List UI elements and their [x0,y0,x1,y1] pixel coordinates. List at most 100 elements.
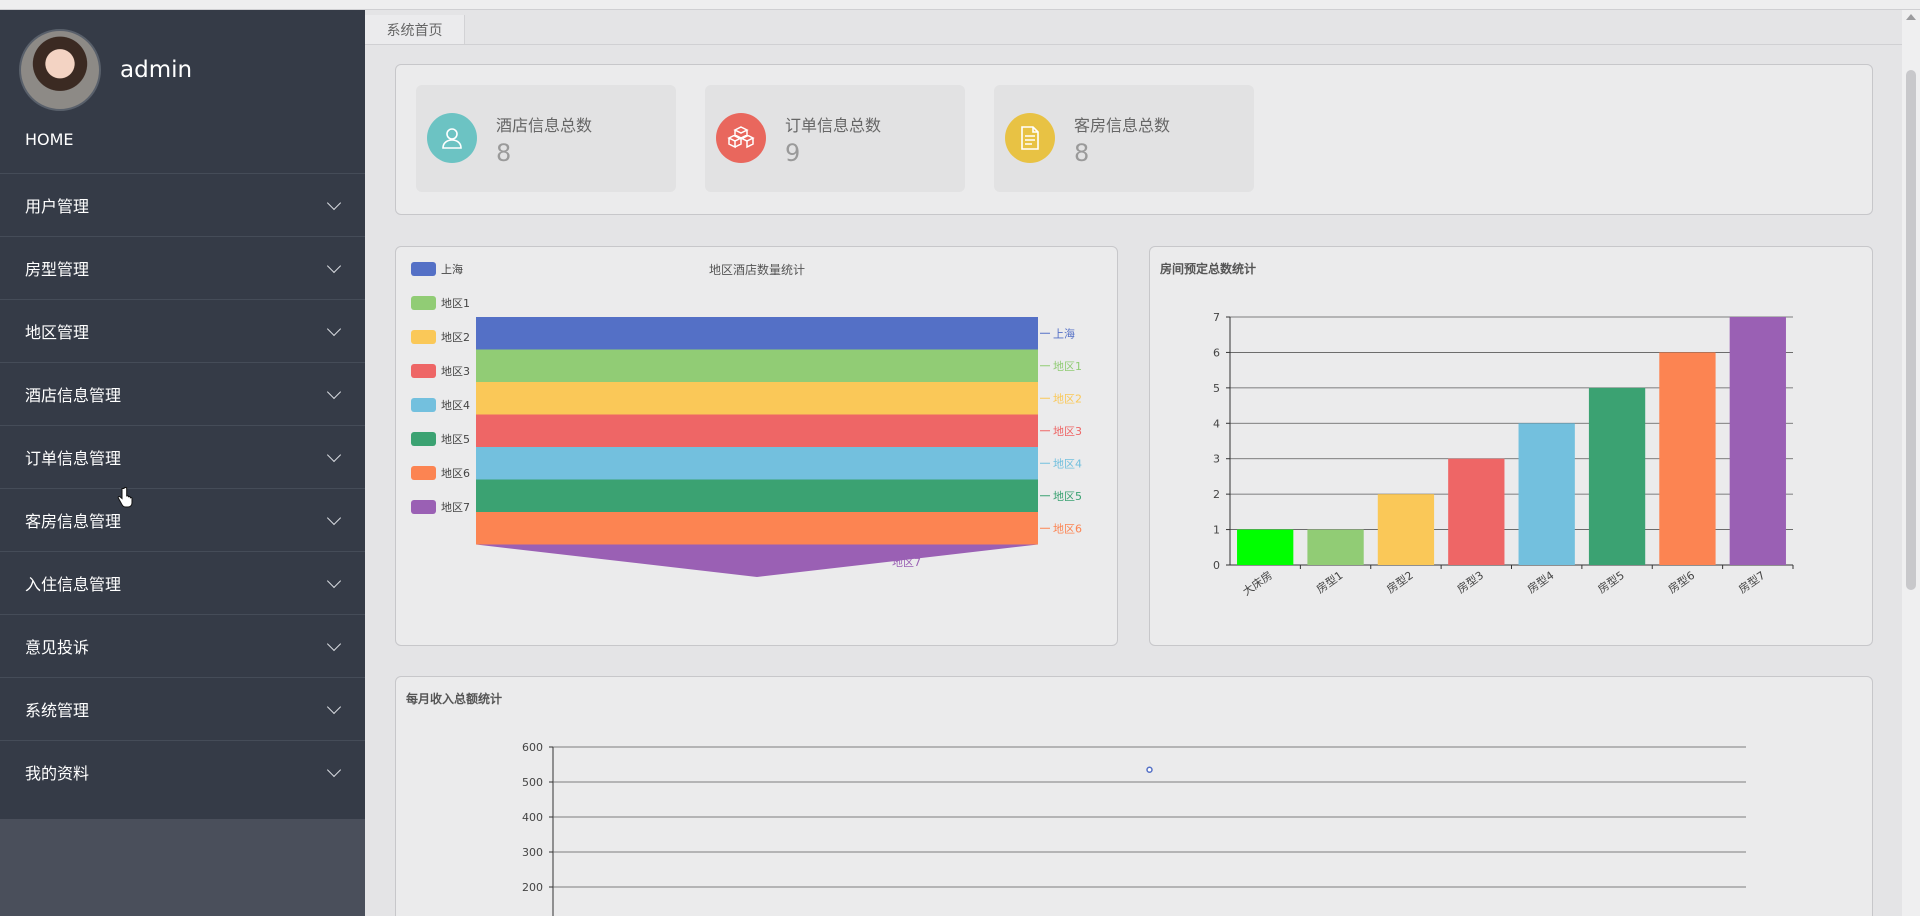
bar [1659,352,1716,565]
x-tick-label: 房型6 [1665,568,1697,596]
stat-tile: 酒店信息总数 8 [416,85,676,192]
bar [1588,387,1646,565]
funnel-segment [476,512,1038,545]
sidebar-item-label: 入住信息管理 [25,575,122,594]
chevron-down-icon [326,762,342,777]
tab-home[interactable]: 系统首页 [365,15,465,45]
sidebar-item-1[interactable]: 用户管理 [0,173,365,236]
legend-label: 地区3 [441,365,470,378]
region-hotel-funnel-chart: 地区酒店数量统计上海地区1地区2地区3地区4地区5地区6地区7上海地区1地区2地… [411,262,1082,577]
funnel-segment-label: 地区2 [1053,392,1082,405]
sidebar-item-label: 用户管理 [25,197,90,216]
x-tick-label: 房型1 [1313,568,1345,596]
sidebar-item-4[interactable]: 酒店信息管理 [0,362,365,425]
cubes-icon [716,113,766,163]
chevron-down-icon [326,699,342,714]
sidebar-item-label: 房型管理 [25,260,90,279]
stat-value: 8 [496,139,512,167]
scroll-up-arrow-icon[interactable] [1906,14,1916,20]
sidebar-item-6[interactable]: 客房信息管理 [0,488,365,551]
room-booking-chart-title: 房间预定总数统计 [1160,262,1257,276]
window-top-bar [0,0,1920,10]
chevron-down-icon [326,447,342,462]
sidebar: admin HOME 用户管理房型管理地区管理酒店信息管理订单信息管理 客房信息管理… [0,10,365,916]
stats-panel: 酒店信息总数 8 订单信息总数 9 客房信息总数 8 [395,64,1873,215]
y-tick-label: 5 [1213,382,1220,395]
user-icon [427,113,477,163]
sidebar-menu: admin HOME 用户管理房型管理地区管理酒店信息管理订单信息管理 客房信息管理… [0,10,365,819]
sidebar-item-label: 我的资料 [25,764,90,783]
sidebar-item-label: 客房信息管理 [25,512,122,531]
avatar[interactable] [19,29,101,111]
y-tick-label: 200 [522,881,543,894]
x-tick-label: 房型3 [1454,568,1486,596]
funnel-segment [476,382,1038,415]
tab-divider [365,44,1920,45]
monthly-income-chart-title: 每月收入总额统计 [406,692,503,706]
x-tick-label: 房型4 [1525,568,1557,596]
stat-tile: 订单信息总数 9 [705,85,965,192]
stat-tile: 客房信息总数 8 [994,85,1254,192]
funnel-segment-label: 上海 [1053,326,1075,340]
legend-swatch [411,364,436,378]
hand-cursor-icon [117,487,133,508]
document-icon [1005,113,1055,163]
profile: admin [0,10,365,130]
sidebar-item-label: 地区管理 [25,323,90,342]
x-tick-label: 房型2 [1384,568,1416,596]
page-scrollbar[interactable] [1902,10,1920,916]
chevron-down-icon [326,510,342,525]
sidebar-item-9[interactable]: 系统管理 [0,677,365,740]
chevron-down-icon [326,573,342,588]
y-tick-label: 500 [522,776,543,789]
funnel-segment-label: 地区5 [1053,490,1082,503]
chevron-down-icon [326,636,342,651]
y-tick-label: 4 [1213,417,1220,430]
funnel-segment [476,544,1038,577]
sidebar-item-0[interactable]: HOME [0,130,365,173]
funnel-segment-label: 地区4 [1053,457,1082,470]
legend-swatch [411,500,436,514]
sidebar-item-label: 订单信息管理 [25,449,122,468]
funnel-segment [476,479,1038,512]
chevron-down-icon [326,258,342,273]
funnel-segment [476,414,1038,447]
sidebar-item-5[interactable]: 订单信息管理 [0,425,365,488]
room-booking-bar-chart: 0 1 2 3 4 5 6 7 大床房 房型1 房型2 房型3 房型4 房型5 房型6 房型7 [1213,311,1794,598]
stat-value: 9 [785,139,801,167]
region-hotel-chart-card: 地区酒店数量统计 上海 地区1 地区2 地区3 地区4 地区5 地区6 地区7 上海 地区1 地区2 地… [395,246,1118,646]
bar [1237,529,1294,565]
chevron-down-icon [326,195,342,210]
x-tick-label: 房型7 [1736,568,1768,596]
chevron-down-icon [326,321,342,336]
profile-name: admin [120,57,193,83]
bar [1377,494,1435,565]
legend-label: 上海 [441,262,463,276]
sidebar-item-2[interactable]: 房型管理 [0,236,365,299]
legend-swatch [411,432,436,446]
funnel-segment-label: 地区1 [1053,360,1082,373]
monthly-income-line-chart: 100200300400500600 [522,741,1746,916]
chevron-down-icon [326,384,342,399]
legend-swatch [411,398,436,412]
monthly-income-chart-card: 每月收入总额统计 100200300400500600 [395,676,1873,916]
room-booking-chart-card: 房间预定总数统计 0 1 2 3 4 5 6 7 大床房 房型1 房型2 房型3 房型4 房型5 房型6 房型… [1149,246,1873,646]
stat-value: 8 [1074,139,1090,167]
bar [1307,529,1364,565]
sidebar-item-8[interactable]: 意见投诉 [0,614,365,677]
sidebar-item-7[interactable]: 入住信息管理 [0,551,365,614]
sidebar-item-label: 意见投诉 [25,638,90,657]
legend-label: 地区6 [441,467,470,480]
scroll-thumb[interactable] [1906,70,1916,590]
nav-list: HOME 用户管理房型管理地区管理酒店信息管理订单信息管理 客房信息管理 入住信息管理… [0,130,365,803]
y-tick-label: 300 [522,846,543,859]
legend-swatch [411,330,436,344]
bar [1518,423,1575,565]
y-tick-label: 0 [1213,559,1220,572]
bar [1729,317,1786,565]
sidebar-item-3[interactable]: 地区管理 [0,299,365,362]
y-tick-label: 600 [522,741,543,754]
sidebar-item-10[interactable]: 我的资料 [0,740,365,803]
y-tick-label: 400 [522,811,543,824]
x-tick-label: 大床房 [1240,568,1275,598]
